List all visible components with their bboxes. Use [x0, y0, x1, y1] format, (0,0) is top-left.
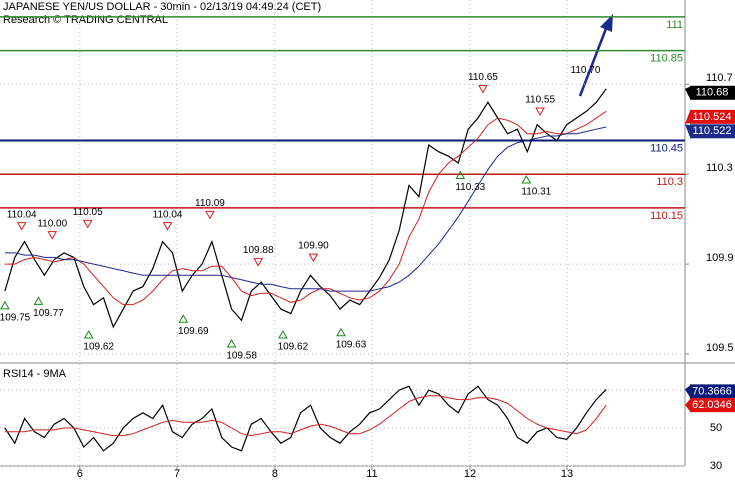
- level-label: 110.45: [650, 142, 683, 154]
- x-tick-label: 12: [464, 468, 476, 480]
- value-box: [690, 384, 735, 399]
- series-line: [4, 395, 607, 437]
- series-line: [4, 126, 607, 292]
- high-marker: [162, 222, 173, 231]
- low-marker: [455, 170, 466, 179]
- series-line: [4, 88, 607, 329]
- value-box-label: 110.524: [693, 111, 732, 123]
- level-label: 111: [666, 19, 683, 31]
- low-label: 109.58: [226, 351, 257, 362]
- y-tick-label: 109.9: [706, 252, 734, 264]
- x-tick-label: 6: [77, 468, 83, 480]
- x-tick-label: 8: [272, 468, 278, 480]
- level-label: 110.3: [656, 176, 683, 188]
- low-label: 109.62: [278, 342, 309, 353]
- value-box-label: 110.68: [696, 87, 729, 99]
- value-box-label: 70.3666: [692, 385, 732, 397]
- high-label: 109.90: [298, 241, 329, 252]
- high-label: 110.55: [525, 95, 555, 106]
- y-tick-label: 50: [710, 422, 722, 434]
- rsi-title: RSI14 - 9MA: [3, 368, 67, 380]
- note-label: 110.70: [571, 65, 601, 76]
- low-marker: [336, 327, 346, 337]
- value-box-pointer: [685, 124, 690, 138]
- low-label: 110.31: [521, 187, 551, 198]
- low-marker: [226, 339, 237, 348]
- series-line: [4, 110, 607, 306]
- low-marker: [83, 330, 94, 339]
- value-box-pointer: [685, 399, 690, 412]
- y-tick-label: 110.7: [706, 72, 733, 84]
- high-marker: [535, 107, 545, 117]
- x-tick-label: 11: [366, 468, 377, 480]
- high-label: 110.04: [7, 209, 37, 220]
- high-label: 110.65: [468, 72, 498, 83]
- value-box-pointer: [685, 86, 690, 99]
- level-label: 110.15: [650, 210, 683, 222]
- value-box: [690, 109, 735, 124]
- chart-subtitle: Research © TRADING CENTRAL: [3, 14, 168, 26]
- low-label: 110.33: [455, 182, 485, 193]
- low-marker: [521, 174, 532, 184]
- value-box-label: 62.0346: [692, 399, 732, 411]
- series-line: [4, 385, 607, 452]
- high-label: 110.09: [195, 198, 225, 209]
- low-marker: [33, 296, 44, 305]
- level-label: 110.85: [650, 52, 683, 64]
- low-marker: [0, 300, 10, 310]
- low-marker: [178, 314, 189, 323]
- low-label: 109.63: [336, 339, 367, 350]
- low-label: 109.75: [0, 312, 31, 323]
- low-label: 109.77: [33, 308, 64, 319]
- high-marker: [16, 222, 27, 231]
- high-marker: [205, 210, 215, 220]
- high-marker: [82, 219, 93, 229]
- high-marker: [253, 258, 264, 267]
- value-box: [690, 85, 735, 100]
- value-box-label: 110.522: [693, 125, 732, 137]
- high-label: 110.05: [73, 207, 103, 218]
- chart-title: JAPANESE YEN/US DOLLAR - 30min - 02/13/1…: [3, 1, 321, 13]
- low-label: 109.62: [83, 342, 114, 353]
- high-marker: [478, 85, 488, 94]
- x-tick-label: 7: [174, 468, 180, 480]
- high-label: 110.04: [153, 209, 183, 220]
- high-label: 110.00: [37, 218, 67, 229]
- y-tick-label: 110.3: [706, 162, 733, 174]
- value-box-pointer: [685, 110, 690, 124]
- y-tick-label: 30: [710, 460, 722, 472]
- value-box: [690, 124, 735, 139]
- y-tick-label: 109.5: [706, 342, 734, 354]
- value-box: [690, 398, 735, 413]
- low-marker: [278, 330, 288, 339]
- x-tick-label: 13: [561, 468, 573, 480]
- high-marker: [308, 253, 319, 263]
- high-marker: [47, 231, 58, 240]
- forecast-arrow-head: [600, 14, 613, 32]
- low-label: 109.69: [178, 326, 209, 337]
- high-label: 109.88: [243, 245, 274, 256]
- value-box-pointer: [685, 385, 690, 398]
